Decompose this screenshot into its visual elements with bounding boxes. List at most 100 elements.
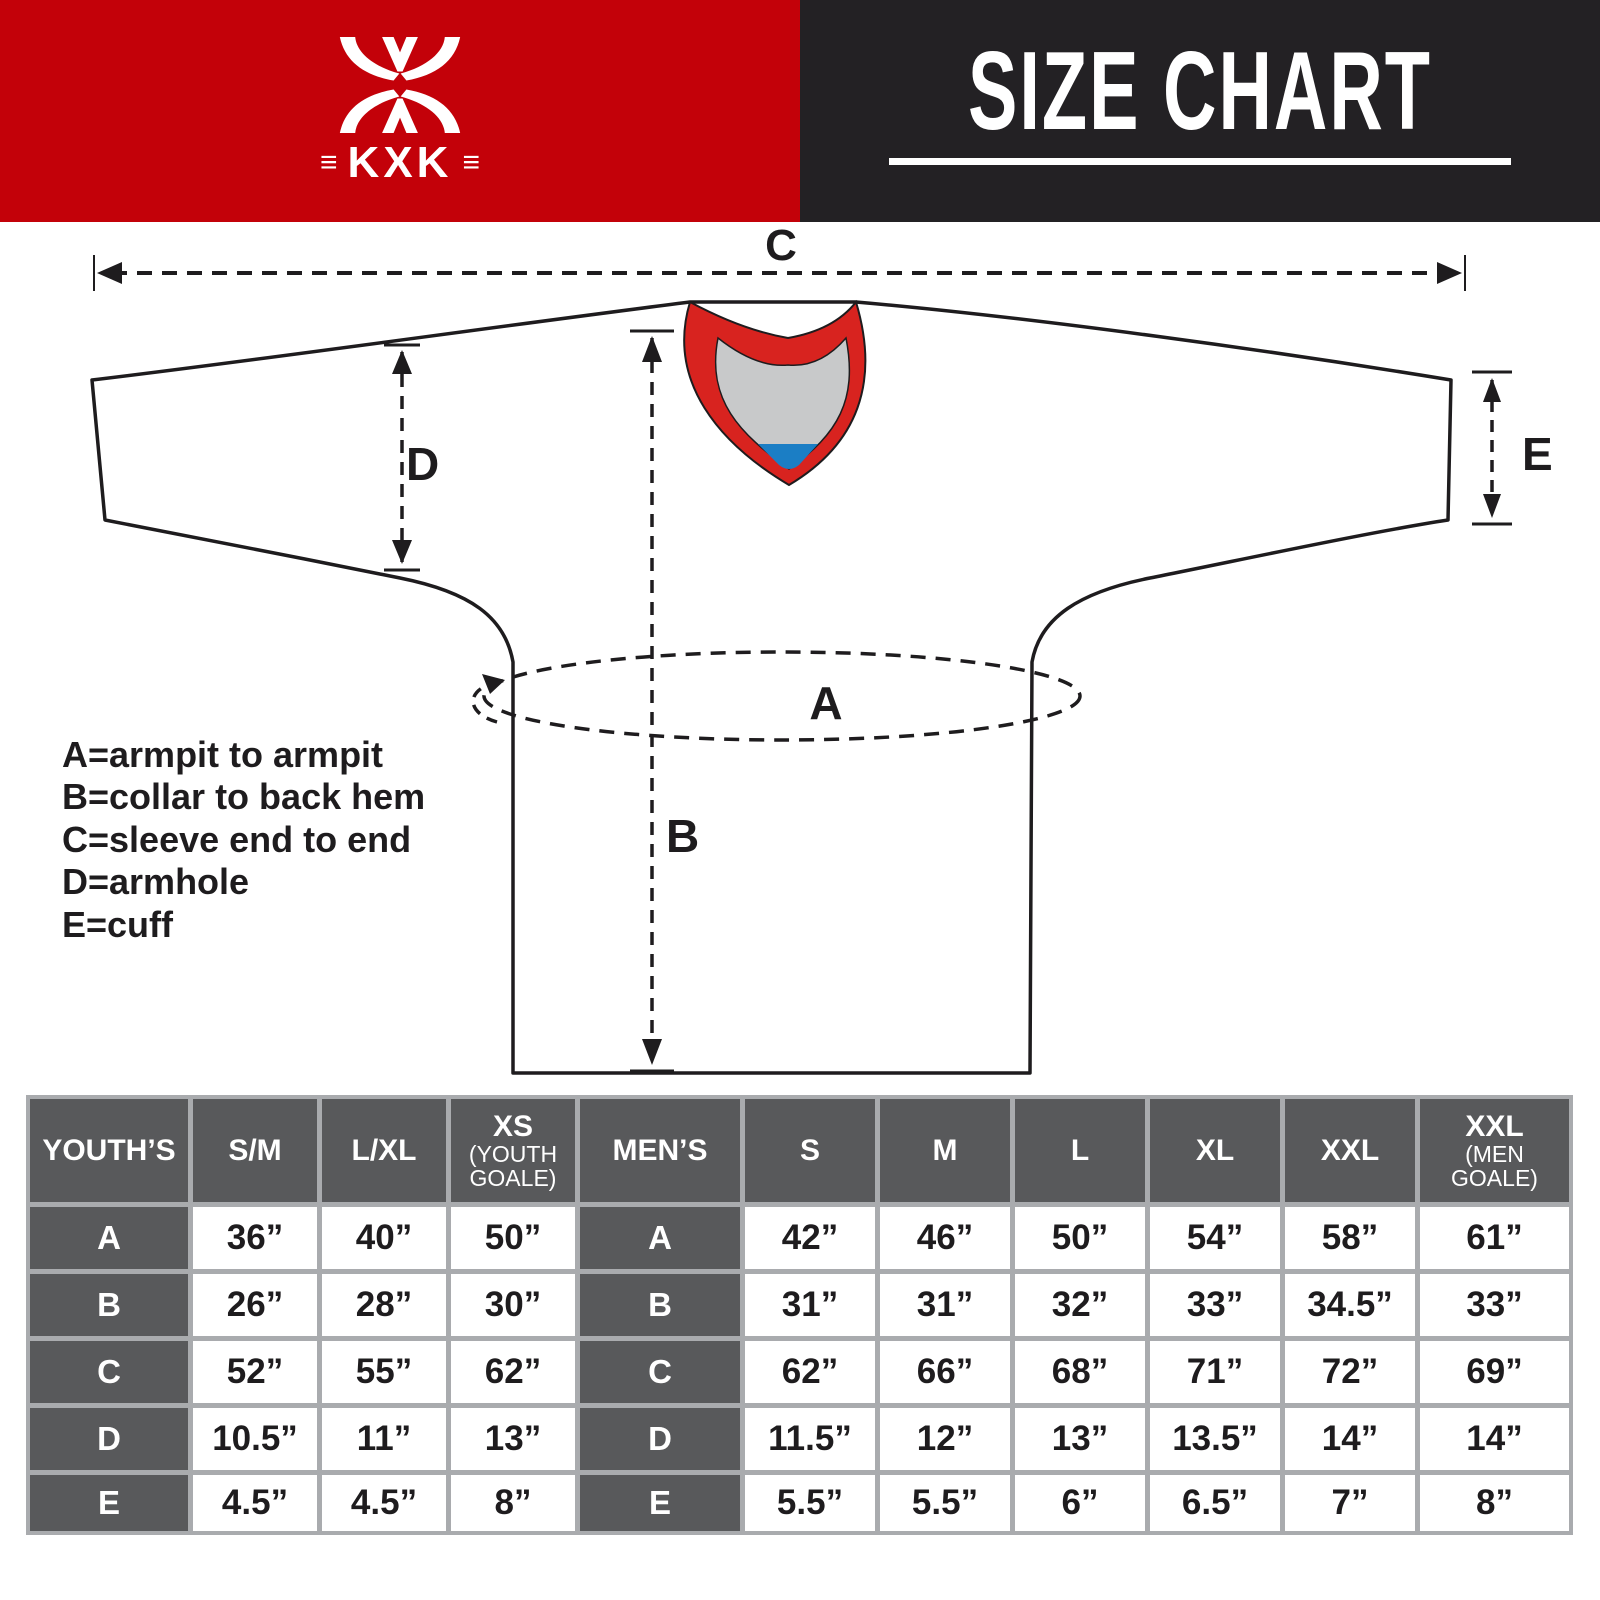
jersey-measurement-diagram: C D B A [0, 222, 1600, 1095]
legend-line-d: D=armhole [62, 861, 250, 903]
legend-line-c: C=sleeve end to end [62, 818, 412, 860]
top-banner: ≡ KXK ≡ SIZE CHART [0, 0, 1600, 222]
size-table: YOUTH’S S/M L/XL XS (YOUTH GOALE) MEN’S … [26, 1095, 1573, 1535]
youth-row-label-b: B [30, 1274, 188, 1336]
men-a-m: 46” [880, 1207, 1010, 1269]
men-size-header-xl: XL [1150, 1099, 1280, 1202]
men-row-label-b: B [580, 1274, 740, 1336]
men-goalie-size-header: XXL (MEN GOALE) [1420, 1099, 1569, 1202]
men-row-label-d: D [580, 1408, 740, 1470]
youth-c-xs: 62” [451, 1341, 575, 1403]
measure-b-label: B [666, 810, 699, 862]
youth-e-xs: 8” [451, 1475, 575, 1531]
men-a-xxl: 58” [1285, 1207, 1415, 1269]
men-b-s: 31” [745, 1274, 875, 1336]
men-e-l: 6” [1015, 1475, 1145, 1531]
men-a-xl: 54” [1150, 1207, 1280, 1269]
men-c-xxl: 72” [1285, 1341, 1415, 1403]
measure-d-arrowhead-top [392, 350, 412, 374]
men-b-xl: 33” [1150, 1274, 1280, 1336]
measure-e-arrowhead-top [1483, 378, 1501, 402]
men-e-m: 5.5” [880, 1475, 1010, 1531]
men-size-header-m: M [880, 1099, 1010, 1202]
youth-a-sm: 36” [193, 1207, 317, 1269]
legend-line-a: A=armpit to armpit [62, 734, 384, 775]
men-e-xl: 6.5” [1150, 1475, 1280, 1531]
measure-c-label: C [765, 222, 797, 270]
measure-d-label: D [406, 438, 439, 490]
youth-goalie-size-header: XS (YOUTH GOALE) [451, 1099, 575, 1202]
men-size-header-xxl: XXL [1285, 1099, 1415, 1202]
measure-c-arrowhead-right [1437, 262, 1462, 284]
measure-a-arrowhead [482, 674, 505, 694]
measure-d-arrow [384, 343, 420, 572]
measure-e-arrowhead-bottom [1483, 494, 1501, 518]
youth-goalie-size: XS [492, 1109, 534, 1143]
men-b-xxl: 34.5” [1285, 1274, 1415, 1336]
title-panel: SIZE CHART [800, 0, 1600, 222]
youth-size-header-lxl: L/XL [322, 1099, 446, 1202]
youth-d-sm: 10.5” [193, 1408, 317, 1470]
youth-e-sm: 4.5” [193, 1475, 317, 1531]
men-d-s: 11.5” [745, 1408, 875, 1470]
jersey-diagram-svg: C D B A [90, 222, 1553, 1075]
collar-accent-blue [758, 444, 818, 469]
measure-c-arrowhead-left [97, 262, 122, 284]
brand-panel: ≡ KXK ≡ [0, 0, 800, 222]
youth-row-label-c: C [30, 1341, 188, 1403]
youth-size-header-sm: S/M [193, 1099, 317, 1202]
youth-group-header: YOUTH’S [30, 1099, 188, 1202]
measure-a-ellipse [482, 650, 1082, 742]
youth-row-label-a: A [30, 1207, 188, 1269]
youth-e-lxl: 4.5” [322, 1475, 446, 1531]
men-c-xl: 71” [1150, 1341, 1280, 1403]
men-c-xxlg: 69” [1420, 1341, 1569, 1403]
triple-bar-icon: ≡ [320, 146, 338, 179]
measure-e-arrow [1472, 370, 1512, 526]
youth-b-lxl: 28” [322, 1274, 446, 1336]
youth-d-lxl: 11” [322, 1408, 446, 1470]
men-c-m: 66” [880, 1341, 1010, 1403]
men-d-l: 13” [1015, 1408, 1145, 1470]
youth-a-xs: 50” [451, 1207, 575, 1269]
measure-b-arrow [630, 329, 674, 1073]
men-d-xl: 13.5” [1150, 1408, 1280, 1470]
jersey-outline [90, 300, 1453, 1075]
men-goalie-size: XXL [1465, 1109, 1524, 1143]
youth-b-sm: 26” [193, 1274, 317, 1336]
men-a-xxlg: 61” [1420, 1207, 1569, 1269]
measure-b-arrowhead-top [642, 336, 662, 362]
men-size-header-s: S [745, 1099, 875, 1202]
men-e-xxlg: 8” [1420, 1475, 1569, 1531]
legend-line-b: B=collar to back hem [62, 776, 426, 818]
men-e-s: 5.5” [745, 1475, 875, 1531]
youth-b-xs: 30” [451, 1274, 575, 1336]
youth-goalie-sub: (YOUTH GOALE) [468, 1141, 558, 1192]
men-b-l: 32” [1015, 1274, 1145, 1336]
youth-row-label-e: E [30, 1475, 188, 1531]
men-d-xxl: 14” [1285, 1408, 1415, 1470]
kxk-x-logo-icon [339, 37, 461, 133]
men-goalie-sub: (MEN GOALE) [1451, 1141, 1538, 1192]
men-row-label-e: E [580, 1475, 740, 1531]
men-a-s: 42” [745, 1207, 875, 1269]
triple-bar-icon: ≡ [462, 146, 480, 179]
men-row-label-c: C [580, 1341, 740, 1403]
men-b-m: 31” [880, 1274, 1010, 1336]
title-underline [889, 157, 1511, 165]
men-c-l: 68” [1015, 1341, 1145, 1403]
youth-c-sm: 52” [193, 1341, 317, 1403]
measure-c-arrow [93, 255, 1466, 291]
men-a-l: 50” [1015, 1207, 1145, 1269]
measure-b-arrowhead-bottom [642, 1039, 662, 1065]
men-row-label-a: A [580, 1207, 740, 1269]
measure-a-label: A [809, 677, 842, 729]
youth-row-label-d: D [30, 1408, 188, 1470]
youth-d-xs: 13” [451, 1408, 575, 1470]
men-d-xxlg: 14” [1420, 1408, 1569, 1470]
men-group-header: MEN’S [580, 1099, 740, 1202]
brand-name: KXK [347, 138, 453, 187]
men-size-header-l: L [1015, 1099, 1145, 1202]
collar-inner-gray [714, 336, 851, 470]
